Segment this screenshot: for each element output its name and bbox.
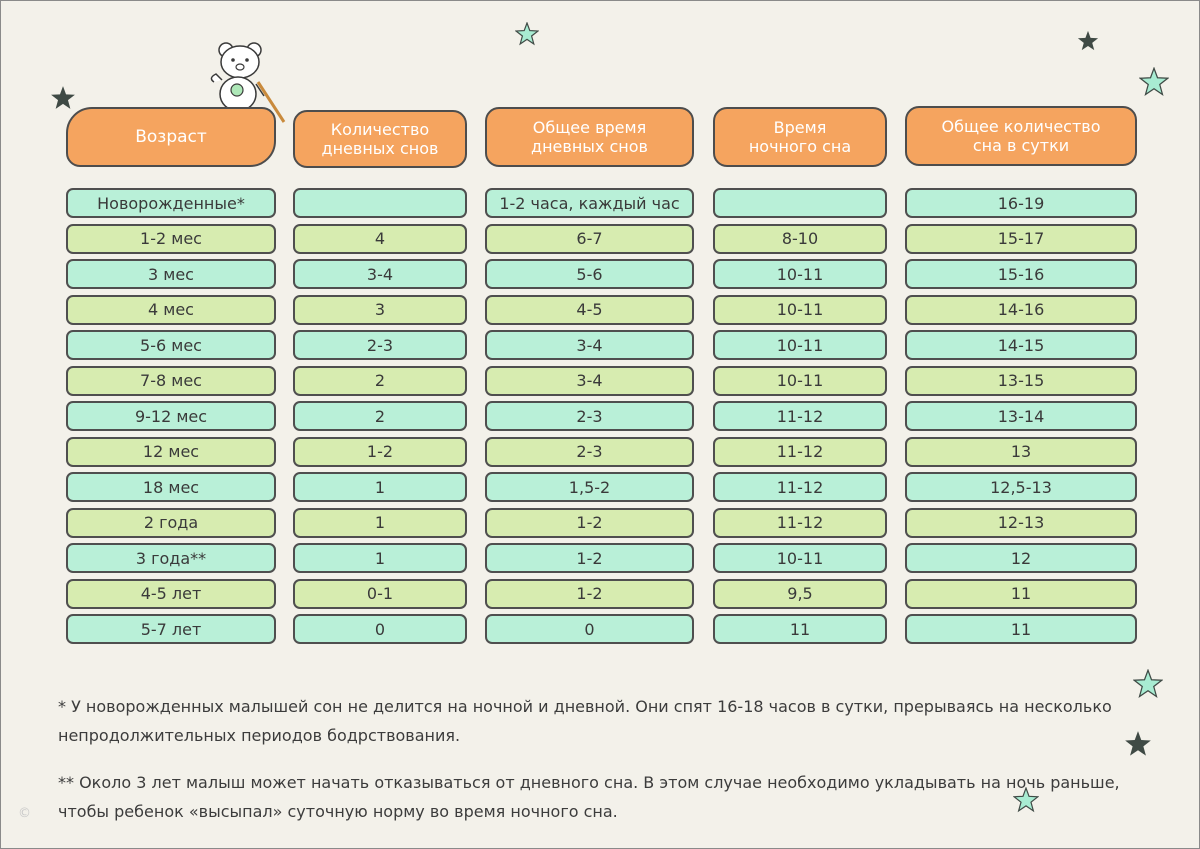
cell-total-sleep: 11 [905, 578, 1137, 609]
cell-day-sleep: 2-3 [485, 401, 694, 431]
cell-day-sleep: 6-7 [485, 223, 694, 254]
cell-night-sleep: 10-11 [713, 365, 887, 396]
cell-day-naps: 3 [293, 294, 467, 325]
table-row: 2 года 1 1-2 11-12 12-13 [0, 507, 1200, 538]
cell-day-naps: 1-2 [293, 436, 467, 467]
star-icon [1139, 67, 1169, 96]
cell-age: 12 мес [66, 436, 276, 467]
cell-day-sleep: 4-5 [485, 294, 694, 325]
table-row: 4 мес 3 4-5 10-11 14-16 [0, 294, 1200, 325]
cell-night-sleep: 11-12 [713, 401, 887, 431]
table-row: 1-2 мес 4 6-7 8-10 15-17 [0, 223, 1200, 254]
header-day-naps-count: Количество дневных снов [293, 110, 467, 168]
star-icon [515, 22, 539, 46]
cell-night-sleep: 11-12 [713, 436, 887, 467]
cell-age: 3 мес [66, 259, 276, 289]
cell-age: 4 мес [66, 294, 276, 325]
cell-age: 5-7 лет [66, 614, 276, 644]
cell-day-naps: 4 [293, 223, 467, 254]
cell-total-sleep: 13-14 [905, 401, 1137, 431]
cell-day-naps: 3-4 [293, 259, 467, 289]
header-day-sleep-total: Общее время дневных снов [485, 107, 694, 167]
cell-day-sleep: 2-3 [485, 436, 694, 467]
cell-night-sleep: 9,5 [713, 578, 887, 609]
cell-day-sleep: 1-2 часа, каждый час [485, 188, 694, 218]
cell-day-naps: 2 [293, 401, 467, 431]
cell-night-sleep: 11-12 [713, 472, 887, 502]
cell-age: 4-5 лет [66, 578, 276, 609]
cell-night-sleep: 10-11 [713, 330, 887, 360]
cell-day-sleep: 5-6 [485, 259, 694, 289]
table-row: 18 мес 1 1,5-2 11-12 12,5-13 [0, 472, 1200, 502]
table-row: 12 мес 1-2 2-3 11-12 13 [0, 436, 1200, 467]
cell-day-naps [293, 188, 467, 218]
cell-day-sleep: 1,5-2 [485, 472, 694, 502]
star-icon [51, 86, 75, 109]
star-icon [1077, 30, 1099, 51]
cell-age: 1-2 мес [66, 223, 276, 254]
table-row: 4-5 лет 0-1 1-2 9,5 11 [0, 578, 1200, 609]
footnote-three-years: ** Около 3 лет малыш может начать отказы… [58, 773, 1120, 821]
cell-day-naps: 1 [293, 507, 467, 538]
cell-night-sleep: 10-11 [713, 259, 887, 289]
cell-age: 18 мес [66, 472, 276, 502]
cell-night-sleep [713, 188, 887, 218]
cell-day-naps: 2-3 [293, 330, 467, 360]
star-icon [1133, 669, 1163, 698]
cell-total-sleep: 16-19 [905, 188, 1137, 218]
header-total-sleep: Общее количество сна в сутки [905, 106, 1137, 166]
table-row: 9-12 мес 2 2-3 11-12 13-14 [0, 401, 1200, 431]
cell-total-sleep: 14-15 [905, 330, 1137, 360]
cell-day-naps: 1 [293, 472, 467, 502]
cell-age: 2 года [66, 507, 276, 538]
table-row: Новорожденные* 1-2 часа, каждый час 16-1… [0, 188, 1200, 218]
cell-age: 3 года** [66, 543, 276, 573]
table-row: 3 года** 1 1-2 10-11 12 [0, 543, 1200, 573]
cell-day-sleep: 1-2 [485, 507, 694, 538]
star-icon [1013, 787, 1039, 813]
cell-total-sleep: 15-17 [905, 223, 1137, 254]
cell-age: 9-12 мес [66, 401, 276, 431]
cell-day-naps: 0 [293, 614, 467, 644]
cell-age: Новорожденные* [66, 188, 276, 218]
cell-night-sleep: 11 [713, 614, 887, 644]
cell-night-sleep: 10-11 [713, 543, 887, 573]
star-icon [1125, 731, 1151, 756]
cell-total-sleep: 12,5-13 [905, 472, 1137, 502]
table-row: 5-6 мес 2-3 3-4 10-11 14-15 [0, 330, 1200, 360]
cell-day-naps: 1 [293, 543, 467, 573]
cell-day-naps: 2 [293, 365, 467, 396]
cell-total-sleep: 13 [905, 436, 1137, 467]
cell-age: 5-6 мес [66, 330, 276, 360]
cell-total-sleep: 12 [905, 543, 1137, 573]
header-age: Возраст [66, 107, 276, 167]
cell-day-sleep: 0 [485, 614, 694, 644]
table-row: 3 мес 3-4 5-6 10-11 15-16 [0, 259, 1200, 289]
footnote-newborn: * У новорожденных малышей сон не делится… [58, 697, 1112, 745]
cell-night-sleep: 10-11 [713, 294, 887, 325]
table-row: 5-7 лет 0 0 11 11 [0, 614, 1200, 644]
cell-night-sleep: 11-12 [713, 507, 887, 538]
cell-age: 7-8 мес [66, 365, 276, 396]
cell-day-sleep: 1-2 [485, 543, 694, 573]
cell-day-naps: 0-1 [293, 578, 467, 609]
cell-total-sleep: 12-13 [905, 507, 1137, 538]
cell-total-sleep: 15-16 [905, 259, 1137, 289]
header-night-sleep: Время ночного сна [713, 107, 887, 167]
cell-total-sleep: 14-16 [905, 294, 1137, 325]
cell-total-sleep: 11 [905, 614, 1137, 644]
cell-day-sleep: 1-2 [485, 578, 694, 609]
copyright-mark: © [18, 806, 31, 821]
cell-night-sleep: 8-10 [713, 223, 887, 254]
cell-total-sleep: 13-15 [905, 365, 1137, 396]
table-row: 7-8 мес 2 3-4 10-11 13-15 [0, 365, 1200, 396]
cell-day-sleep: 3-4 [485, 330, 694, 360]
cell-day-sleep: 3-4 [485, 365, 694, 396]
